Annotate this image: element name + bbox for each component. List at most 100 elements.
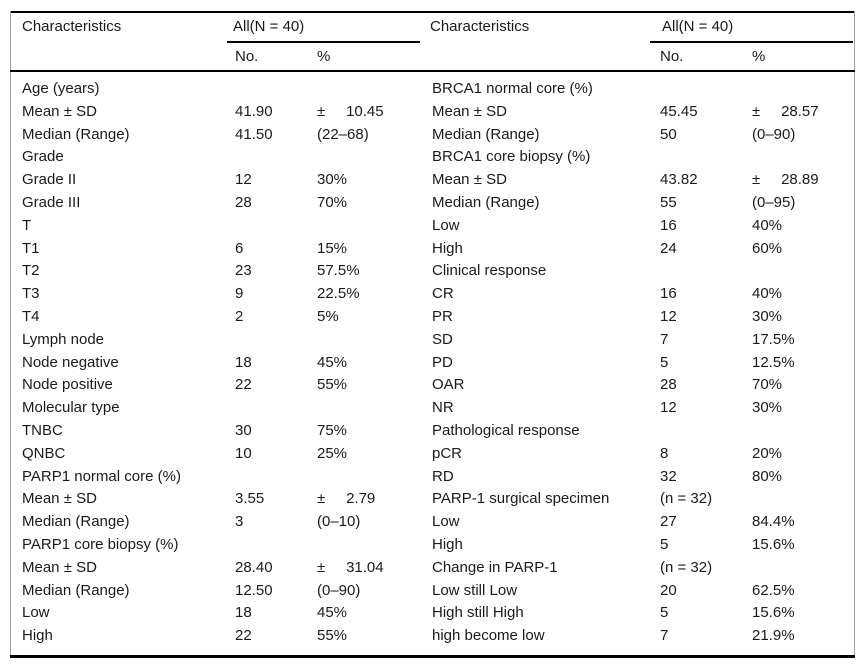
left-group-underline xyxy=(227,41,420,43)
row-no: 12 xyxy=(235,171,252,189)
row-pct: 62.5% xyxy=(752,581,795,599)
row-pct xyxy=(309,329,427,352)
row-label: PR xyxy=(432,307,453,325)
row-pct: 22.5% xyxy=(317,285,360,303)
row-label: PARP1 core biopsy (%) xyxy=(22,535,179,553)
row-no: 7 xyxy=(660,627,669,645)
row-no: 32 xyxy=(660,467,677,485)
row-pct: 55% xyxy=(317,627,348,645)
row-label: T xyxy=(22,216,32,234)
row-no: 30 xyxy=(235,421,252,439)
row-pct: 55% xyxy=(317,376,348,394)
row-pct: 45% xyxy=(317,604,348,622)
row-label: Mean ± SD xyxy=(22,558,97,576)
left-header-col-no: No. xyxy=(235,48,259,65)
row-pct: (22–68) xyxy=(317,125,369,143)
right-header-col-no: No. xyxy=(660,48,684,65)
row-no xyxy=(227,146,309,169)
row-pct: (0–90) xyxy=(752,125,796,143)
right-table-body: BRCA1 normal core (%) Mean ± SD 45.45 ± 28.… xyxy=(427,78,855,648)
row-no: 20 xyxy=(660,581,677,599)
table-header-rule xyxy=(10,70,855,72)
row-label: high become low xyxy=(432,627,545,645)
row-no xyxy=(227,329,309,352)
row-label: Lymph node xyxy=(22,330,105,348)
right-header-col-pct: % xyxy=(752,48,766,65)
row-label: TNBC xyxy=(22,421,63,439)
row-label: Low xyxy=(432,513,460,531)
row-pct: 25% xyxy=(317,444,348,462)
row-label: Change in PARP-1 xyxy=(432,558,558,576)
row-label: Mean ± SD xyxy=(432,102,507,120)
row-label: Grade III xyxy=(22,193,81,211)
row-pct xyxy=(741,146,855,169)
row-label: PD xyxy=(432,353,453,371)
row-no: 5 xyxy=(660,604,669,622)
row-pct: 45% xyxy=(317,353,348,371)
row-no: 7 xyxy=(660,330,669,348)
row-no: 3 xyxy=(235,513,244,531)
row-no: 28 xyxy=(660,376,677,394)
row-label: Median (Range) xyxy=(22,125,130,143)
row-pct: 5% xyxy=(317,307,339,325)
row-pct: 12.5% xyxy=(752,353,795,371)
row-no xyxy=(227,466,309,489)
row-no: 28.40 xyxy=(235,558,273,576)
row-no xyxy=(227,534,309,557)
row-pct xyxy=(309,397,427,420)
row-pct xyxy=(309,146,427,169)
row-no xyxy=(649,260,741,283)
row-label: PARP1 normal core (%) xyxy=(22,467,181,485)
row-label: QNBC xyxy=(22,444,66,462)
row-label: Age (years) xyxy=(22,80,100,97)
row-pct xyxy=(309,78,427,101)
row-no xyxy=(227,215,309,238)
left-header-col-pct: % xyxy=(317,48,331,65)
row-pct: 30% xyxy=(317,171,348,189)
row-no: 55 xyxy=(660,193,677,211)
row-label: SD xyxy=(432,330,453,348)
row-pct xyxy=(309,466,427,489)
row-pct: 70% xyxy=(752,376,783,394)
row-pct: 15.6% xyxy=(752,604,795,622)
row-no: 18 xyxy=(235,353,252,371)
row-label: Low still Low xyxy=(432,581,518,599)
row-label: High still High xyxy=(432,604,524,622)
row-pct xyxy=(741,557,855,580)
left-table-body: Age (years) Mean ± SD 41.90 ± 10.45 Median (… xyxy=(10,78,427,648)
row-no: 43.82 xyxy=(660,171,698,189)
row-label: Pathological response xyxy=(432,421,580,439)
row-no: 18 xyxy=(235,604,252,622)
row-no: 50 xyxy=(660,125,677,143)
row-no: 9 xyxy=(235,285,244,303)
right-header-characteristics: Characteristics xyxy=(430,18,530,35)
row-pct xyxy=(741,260,855,283)
row-no: 22 xyxy=(235,627,252,645)
row-pct: 30% xyxy=(752,399,783,417)
row-no: 5 xyxy=(660,353,669,371)
row-pct xyxy=(309,534,427,557)
row-label: T3 xyxy=(22,285,40,303)
table-bottom-rule xyxy=(10,655,855,658)
row-pct: (0–90) xyxy=(317,581,361,599)
row-no: 28 xyxy=(235,193,252,211)
row-label: T2 xyxy=(22,262,40,280)
row-label: Median (Range) xyxy=(22,581,130,599)
row-pct: 80% xyxy=(752,467,783,485)
row-no: 45.45 xyxy=(660,102,698,120)
row-pct xyxy=(309,215,427,238)
row-no: 10 xyxy=(235,444,252,462)
row-no: 3.55 xyxy=(235,490,265,508)
row-label: BRCA1 normal core (%) xyxy=(432,80,593,97)
row-no: 23 xyxy=(235,262,252,280)
row-no: 5 xyxy=(660,535,669,553)
row-pct: ± 10.45 xyxy=(317,102,384,120)
row-pct: 30% xyxy=(752,307,783,325)
row-pct xyxy=(741,78,855,101)
row-pct: 75% xyxy=(317,421,348,439)
row-label: Node negative xyxy=(22,353,119,371)
row-pct: 21.9% xyxy=(752,627,795,645)
row-label: Clinical response xyxy=(432,262,547,280)
row-label: RD xyxy=(432,467,454,485)
